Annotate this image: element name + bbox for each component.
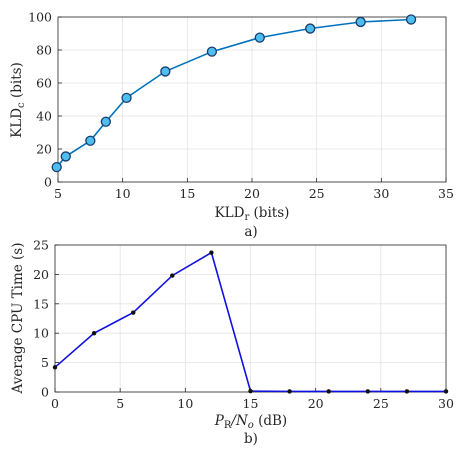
b-x-tick-label: 20 <box>308 396 324 411</box>
chart-a-x-axis-label: KLDr (bits) <box>215 205 290 223</box>
a-data-point <box>405 14 417 25</box>
chart-a: 5 10 15 20 25 30 35 0 20 40 60 80 100 KLDr (bits) KL… <box>9 10 454 241</box>
chart-b-caption: b) <box>244 431 258 447</box>
b-data-point <box>404 389 410 394</box>
b-y-tick-label: 5 <box>41 355 49 370</box>
b-data-point <box>326 389 331 394</box>
chart-a-series <box>51 14 417 173</box>
chart-a-caption: a) <box>244 224 257 240</box>
chart-b-y-axis-label: Average CPU Time (s) <box>10 243 26 395</box>
a-data-point <box>100 116 112 127</box>
b-data-point <box>248 388 253 394</box>
b-x-tick-label: 25 <box>373 396 389 411</box>
a-data-point <box>160 66 171 77</box>
a-data-point <box>206 46 218 57</box>
b-x-tick-label: 10 <box>177 396 193 411</box>
b-data-point <box>52 365 58 370</box>
b-data-point <box>287 389 292 394</box>
a-data-point <box>254 32 265 43</box>
b-y-tick-label: 20 <box>33 267 49 282</box>
a-x-tick-label: 5 <box>54 186 62 201</box>
b-y-tick-label: 15 <box>33 296 49 311</box>
a-x-tick-label: 10 <box>115 186 131 201</box>
chart-a-ticks: 5 10 15 20 25 30 35 0 20 40 60 80 100 <box>28 10 454 202</box>
chart-b-series <box>52 250 449 394</box>
a-y-tick-label: 100 <box>28 10 52 25</box>
a-y-tick-label: 20 <box>36 142 52 157</box>
chart-b: 0 5 10 15 20 25 30 0 5 10 15 20 25 PR/No (dB) Averag… <box>10 238 454 448</box>
a-data-point <box>85 135 96 146</box>
chart-a-y-axis-label: KLDc (bits) <box>9 62 27 138</box>
b-y-tick-label: 0 <box>41 385 49 400</box>
chart-b-x-axis-label: PR/No (dB) <box>214 413 287 431</box>
b-x-tick-label: 5 <box>116 396 124 411</box>
a-y-tick-label: 40 <box>36 109 52 124</box>
a-y-tick-label: 80 <box>36 43 52 58</box>
a-data-point <box>60 151 71 162</box>
b-x-tick-label: 30 <box>438 396 454 411</box>
b-y-tick-label: 25 <box>33 238 49 253</box>
b-data-point <box>130 310 136 315</box>
a-x-tick-label: 35 <box>438 186 454 201</box>
b-data-point <box>443 389 449 394</box>
a-series-line <box>56 18 412 168</box>
chart-b-ticks: 0 5 10 15 20 25 30 0 5 10 15 20 25 <box>33 238 454 412</box>
b-x-tick-label: 0 <box>51 396 59 411</box>
a-data-point <box>121 92 132 103</box>
a-x-tick-label: 25 <box>309 186 325 201</box>
a-y-tick-label: 60 <box>36 76 52 91</box>
chart-a-grid <box>57 16 447 183</box>
b-x-tick-label: 15 <box>243 396 259 411</box>
b-data-point <box>170 273 175 278</box>
a-x-tick-label: 30 <box>373 186 389 201</box>
b-data-point <box>91 330 97 336</box>
chart-b-grid <box>54 244 447 393</box>
a-y-tick-label: 0 <box>44 175 52 190</box>
a-x-tick-label: 15 <box>179 186 195 201</box>
a-data-point <box>355 16 366 28</box>
a-data-point <box>51 161 62 173</box>
b-data-point <box>365 389 371 394</box>
b-data-point <box>209 250 214 255</box>
a-data-point <box>305 23 316 34</box>
a-x-tick-label: 20 <box>244 186 260 201</box>
b-y-tick-label: 10 <box>33 326 49 341</box>
